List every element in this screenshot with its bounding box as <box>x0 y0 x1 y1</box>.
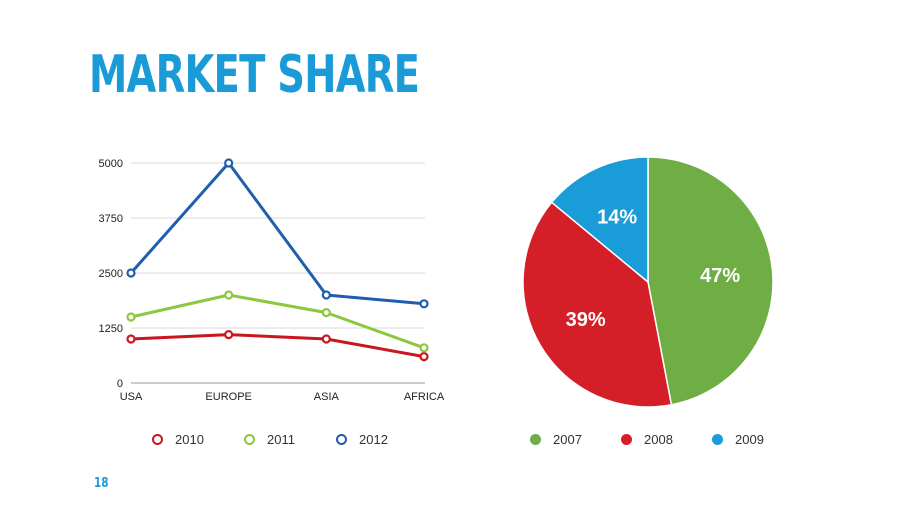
pie-label-2008: 39% <box>566 309 606 331</box>
legend-item-2012: 2012 <box>336 432 428 447</box>
legend-marker-2012 <box>336 434 347 445</box>
legend-label-2008: 2008 <box>644 432 673 447</box>
slide-title: Market Share <box>89 45 420 105</box>
page-number: 18 <box>94 476 109 491</box>
data-point-2010-usa <box>126 334 136 344</box>
legend-label-2007: 2007 <box>553 432 582 447</box>
legend-item-2009: 2009 <box>712 432 803 447</box>
legend-label-2009: 2009 <box>735 432 764 447</box>
x-tick-label-usa: USA <box>120 391 143 403</box>
x-tick-label-africa: AFRICA <box>404 391 445 403</box>
data-point-2010-africa <box>419 352 429 362</box>
pie-slice-2009 <box>550 156 649 284</box>
legend-marker-2011 <box>244 434 255 445</box>
data-point-2010-europe <box>224 330 234 340</box>
pie-slice-2008 <box>522 201 673 408</box>
legend-label-2010: 2010 <box>175 432 204 447</box>
legend-label-2012: 2012 <box>359 432 388 447</box>
x-tick-label-asia: ASIA <box>314 391 340 403</box>
pie-slice-2007 <box>647 156 774 406</box>
y-tick-label-3750: 3750 <box>99 213 123 225</box>
pie-label-2007: 47% <box>700 265 740 287</box>
data-point-2011-africa <box>419 343 429 353</box>
legend-item-2007: 2007 <box>530 432 621 447</box>
series-line-2012 <box>129 161 426 306</box>
legend-marker-2010 <box>152 434 163 445</box>
data-point-2011-europe <box>224 290 234 300</box>
pie-label-2009: 14% <box>597 206 637 228</box>
data-point-2012-africa <box>419 299 429 309</box>
legend-item-2011: 2011 <box>244 432 336 447</box>
data-point-2012-asia <box>321 290 331 300</box>
y-tick-label-2500: 2500 <box>99 268 123 280</box>
legend-item-2010: 2010 <box>152 432 244 447</box>
y-tick-label-1250: 1250 <box>99 323 123 335</box>
legend-item-2008: 2008 <box>621 432 712 447</box>
legend-marker-2007 <box>530 434 541 445</box>
data-point-2012-europe <box>224 158 234 168</box>
legend-marker-2008 <box>621 434 632 445</box>
data-point-2011-asia <box>321 308 331 318</box>
x-tick-label-europe: EUROPE <box>205 391 251 403</box>
line-chart-legend: 2010 2011 2012 <box>152 432 428 447</box>
data-point-2011-usa <box>126 312 136 322</box>
legend-marker-2009 <box>712 434 723 445</box>
data-point-2012-usa <box>126 268 136 278</box>
y-tick-label-5000: 5000 <box>99 158 123 170</box>
series-line-2011 <box>129 293 426 350</box>
pie-chart-legend: 2007 2008 2009 <box>530 432 803 447</box>
series-line-2010 <box>129 333 426 359</box>
data-point-2010-asia <box>321 334 331 344</box>
y-tick-label-0: 0 <box>117 378 123 390</box>
legend-label-2011: 2011 <box>267 432 295 447</box>
